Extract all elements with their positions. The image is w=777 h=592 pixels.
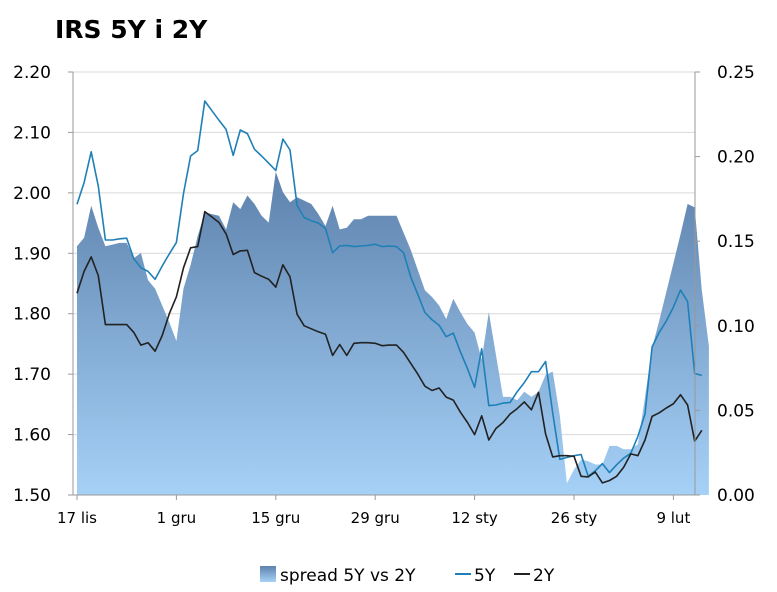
legend-item-spread: spread 5Y vs 2Y xyxy=(260,566,416,586)
y-left-tick-2.10: 2.10 xyxy=(13,123,51,143)
y-right-tick-0.05: 0.05 xyxy=(717,401,755,421)
legend-swatch-spread xyxy=(260,566,276,582)
y-left-tick-1.60: 1.60 xyxy=(13,426,51,446)
series-line-2y xyxy=(76,210,703,484)
y-left-tick-2.20: 2.20 xyxy=(13,63,51,83)
legend-item-5y: 5Y xyxy=(455,566,496,586)
y-right-tick-0.00: 0.00 xyxy=(717,486,755,506)
y-left-tick-1.50: 1.50 xyxy=(13,486,51,506)
x-tick-26-sty: 26 sty xyxy=(551,509,598,527)
x-tick-9-lut: 9 lut xyxy=(656,509,690,527)
x-tick-17-lis: 17 lis xyxy=(57,509,97,527)
y-right-tick-0.20: 0.20 xyxy=(717,148,755,168)
x-tick-15-gru: 15 gru xyxy=(251,509,300,527)
series-line-5y xyxy=(76,100,703,478)
y-right-tick-0.15: 0.15 xyxy=(717,232,755,252)
x-tick-1-gru: 1 gru xyxy=(157,509,197,527)
legend-item-2y: 2Y xyxy=(514,566,555,586)
x-tick-12-sty: 12 sty xyxy=(451,509,498,527)
y-left-tick-1.80: 1.80 xyxy=(13,305,51,325)
y-left-tick-1.70: 1.70 xyxy=(13,365,51,385)
y-left-tick-2.00: 2.00 xyxy=(13,184,51,204)
legend-label-5y: 5Y xyxy=(474,566,496,586)
legend-label-spread: spread 5Y vs 2Y xyxy=(280,566,416,586)
series-layer xyxy=(76,100,709,496)
x-tick-29-gru: 29 gru xyxy=(351,509,400,527)
y-right-tick-0.10: 0.10 xyxy=(717,317,755,337)
y-axis-left-ticks: 1.50 1.60 1.70 1.80 1.90 2.00 2.10 2.20 xyxy=(13,63,73,506)
series-area-spread-5y-vs-2y xyxy=(77,171,709,496)
y-axis-right-ticks: 0.00 0.05 0.10 0.15 0.20 0.25 xyxy=(695,63,755,506)
legend-label-2y: 2Y xyxy=(533,566,555,586)
y-left-tick-1.90: 1.90 xyxy=(13,244,51,264)
chart-title: IRS 5Y i 2Y xyxy=(55,15,208,44)
x-axis-ticks: 17 lis 1 gru 15 gru 29 gru 12 sty 26 sty 9 lut xyxy=(57,495,690,527)
legend: spread 5Y vs 2Y 5Y 2Y xyxy=(260,566,555,586)
y-right-tick-0.25: 0.25 xyxy=(717,63,755,83)
